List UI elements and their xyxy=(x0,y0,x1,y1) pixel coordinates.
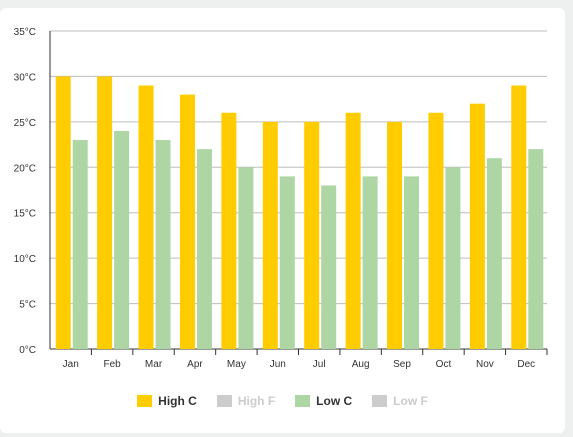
y-tick-label: 0°C xyxy=(19,345,36,356)
legend-label-high-c: High C xyxy=(158,394,197,408)
legend-swatch-high-f xyxy=(216,395,232,407)
x-tick-label: Sep xyxy=(393,359,411,370)
chart-legend: High C High F Low C Low F xyxy=(0,394,565,408)
chart-card: 0°C 5°C 10°C 15°C 20°C 25°C 30°C 35°C Jan Feb Mar A… xyxy=(0,8,565,433)
legend-label-low-f: Low F xyxy=(393,394,428,408)
x-tick-label: Dec xyxy=(517,359,535,370)
x-tick-label: Oct xyxy=(436,359,452,370)
bar-low-c xyxy=(72,140,88,349)
bar-high-c xyxy=(262,121,278,349)
legend-swatch-low-c xyxy=(295,395,311,407)
bar-low-c xyxy=(114,130,130,349)
bar-high-c xyxy=(469,103,485,349)
x-tick-label: Nov xyxy=(476,359,494,370)
legend-swatch-high-c xyxy=(137,395,153,407)
bar-low-c xyxy=(486,158,502,349)
bar-high-c xyxy=(55,76,71,349)
legend-label-low-c: Low C xyxy=(316,394,353,408)
bar-low-c xyxy=(279,176,295,349)
y-tick-label: 10°C xyxy=(14,254,36,265)
x-tick-label: Feb xyxy=(104,359,122,370)
legend-item-high-c[interactable]: High C xyxy=(137,394,197,408)
bar-low-c xyxy=(196,149,212,349)
bar-high-c xyxy=(511,85,527,349)
x-tick-label: Aug xyxy=(352,359,370,370)
bar-low-c xyxy=(362,176,378,349)
x-tick-label: Jul xyxy=(313,359,326,370)
bar-high-c xyxy=(138,85,154,349)
bar-low-c xyxy=(528,149,544,349)
y-tick-label: 15°C xyxy=(14,209,36,220)
x-tick-label: Mar xyxy=(145,359,163,370)
bar-high-c xyxy=(345,112,361,350)
x-tick-label: Jan xyxy=(63,359,79,370)
x-tick-label: Apr xyxy=(187,359,203,370)
y-tick-label: 35°C xyxy=(14,27,36,38)
y-tick-label: 30°C xyxy=(14,72,36,83)
y-tick-label: 20°C xyxy=(14,163,36,174)
x-tick-label: May xyxy=(227,359,246,370)
bar-high-c xyxy=(304,121,320,349)
y-tick-label: 25°C xyxy=(14,118,36,129)
bar-low-c xyxy=(155,140,171,349)
legend-swatch-low-f xyxy=(372,395,388,407)
temperature-bar-chart: 0°C 5°C 10°C 15°C 20°C 25°C 30°C 35°C Jan Feb Mar A… xyxy=(14,27,548,370)
bar-low-c xyxy=(238,167,254,349)
x-tick-label: Jun xyxy=(270,359,286,370)
bar-high-c xyxy=(97,76,113,349)
legend-item-low-c[interactable]: Low C xyxy=(295,394,352,408)
bar-low-c xyxy=(404,176,420,349)
bar-high-c xyxy=(221,112,237,350)
bar-high-c xyxy=(179,94,195,349)
legend-item-low-f[interactable]: Low F xyxy=(372,394,428,408)
bar-low-c xyxy=(321,185,337,349)
y-tick-label: 5°C xyxy=(19,300,36,311)
bar-high-c xyxy=(387,121,403,349)
bar-low-c xyxy=(445,167,461,349)
legend-label-high-f: High F xyxy=(237,394,276,408)
bar-high-c xyxy=(428,112,444,350)
legend-item-high-f[interactable]: High F xyxy=(216,394,276,408)
